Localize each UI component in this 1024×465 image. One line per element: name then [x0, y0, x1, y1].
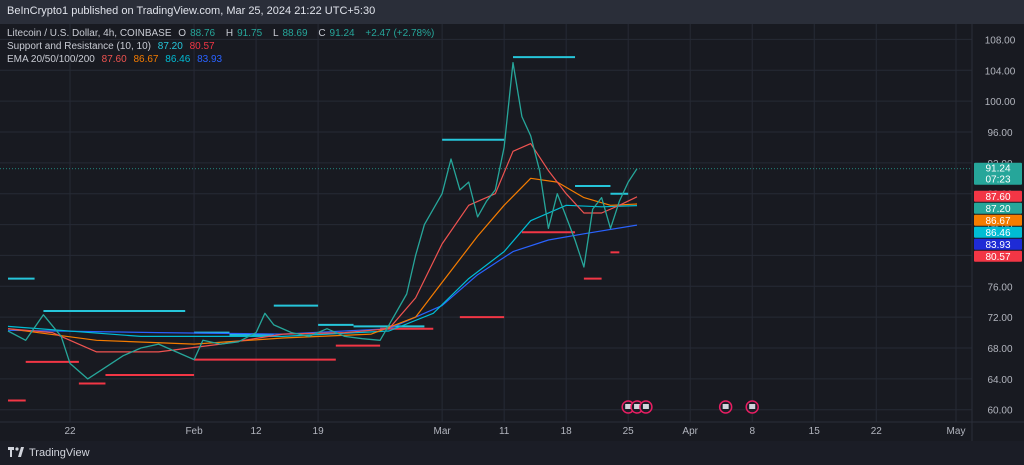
close-value: 91.24: [329, 28, 355, 39]
top-bar: BeInCrypto1 published on TradingView.com…: [0, 0, 1024, 24]
legend-symbol-row: Litecoin / U.S. Dollar, 4h, COINBASE O 88…: [7, 28, 435, 39]
x-tick-label: 8: [749, 426, 755, 437]
price-label-bg: [974, 190, 1022, 202]
y-tick-label: 64.00: [987, 375, 1012, 386]
flag-icon: [749, 404, 756, 409]
price-label-bg: [974, 238, 1022, 250]
legend-ema-row: EMA 20/50/100/200 87.60 86.67 86.46 83.9…: [7, 54, 226, 65]
flag-icon: [625, 404, 632, 409]
y-tick-label: 104.00: [985, 66, 1016, 77]
flag-icon: [642, 404, 649, 409]
x-tick-label: 18: [561, 426, 573, 437]
y-tick-label: 76.00: [987, 282, 1012, 293]
high-value: 91.75: [237, 28, 263, 39]
ema20-value: 87.60: [101, 54, 127, 65]
ema200-value: 83.93: [197, 54, 223, 65]
y-tick-label: 60.00: [987, 406, 1012, 417]
y-tick-label: 68.00: [987, 344, 1012, 355]
sr-support-value: 80.57: [189, 41, 215, 52]
price-label-bg: [974, 250, 1022, 262]
x-tick-label: 19: [313, 426, 325, 437]
x-tick-label: 22: [871, 426, 883, 437]
ema200-line: [7, 224, 638, 335]
x-tick-label: Mar: [434, 426, 452, 437]
price-label-bg: [974, 226, 1022, 238]
sr-indicator-label[interactable]: Support and Resistance (10, 10): [7, 41, 151, 52]
y-tick-label: 96.00: [987, 128, 1012, 139]
price-label: 83.93: [985, 240, 1010, 251]
price-label: 87.60: [985, 192, 1010, 203]
y-tick-label: 72.00: [987, 313, 1012, 324]
x-tick-label: 25: [623, 426, 635, 437]
ema100-value: 86.46: [165, 54, 191, 65]
tradingview-logo[interactable]: TradingView: [8, 447, 90, 459]
x-tick-label: 15: [809, 426, 821, 437]
price-label: 91.24: [985, 164, 1010, 175]
price-label-bg: [974, 202, 1022, 214]
price-label: 87.20: [985, 204, 1010, 215]
ema20-line: [7, 142, 638, 353]
price-label: 86.46: [985, 228, 1010, 239]
price-chart[interactable]: 60.0064.0068.0072.0076.0080.0084.0088.00…: [0, 24, 1024, 441]
x-tick-label: 11: [499, 426, 510, 437]
x-tick-label: 22: [64, 426, 76, 437]
low-value: 88.69: [282, 28, 308, 39]
price-label: 86.67: [985, 216, 1010, 227]
y-tick-label: 84.00: [987, 221, 1012, 232]
legend-sr-row: Support and Resistance (10, 10) 87.20 80…: [7, 41, 219, 52]
brand-name: TradingView: [29, 447, 90, 459]
open-value: 88.76: [190, 28, 216, 39]
countdown-label: 07:23: [985, 175, 1010, 186]
x-tick-label: Feb: [185, 426, 203, 437]
change-value: +2.47 (+2.78%): [365, 28, 435, 39]
ema-indicator-label[interactable]: EMA 20/50/100/200: [7, 54, 95, 65]
x-tick-label: Apr: [682, 426, 698, 437]
published-info: BeInCrypto1 published on TradingView.com…: [7, 5, 376, 17]
x-tick-label: 12: [251, 426, 263, 437]
chart-area[interactable]: 60.0064.0068.0072.0076.0080.0084.0088.00…: [0, 24, 1024, 441]
price-label-bg: [974, 162, 1022, 185]
y-tick-label: 100.00: [985, 97, 1016, 108]
bottom-bar: TradingView: [0, 441, 1024, 465]
flag-icon: [722, 404, 729, 409]
sr-resistance-value: 87.20: [157, 41, 183, 52]
ema50-line: [7, 177, 638, 345]
flag-icon: [634, 404, 641, 409]
price-label-bg: [974, 214, 1022, 226]
tradingview-icon: [8, 447, 24, 457]
symbol-title[interactable]: Litecoin / U.S. Dollar, 4h, COINBASE: [7, 28, 172, 39]
price-label: 80.57: [985, 252, 1010, 263]
price-line: [7, 61, 638, 380]
ema50-value: 86.67: [133, 54, 159, 65]
x-tick-label: May: [947, 426, 966, 437]
y-tick-label: 108.00: [985, 35, 1016, 46]
